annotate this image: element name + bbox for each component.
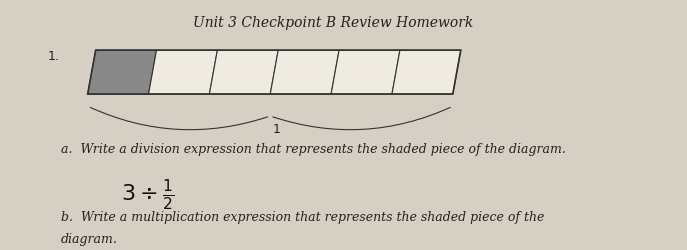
Polygon shape: [331, 50, 400, 94]
Text: 1: 1: [273, 123, 281, 136]
Text: a.  Write a division expression that represents the shaded piece of the diagram.: a. Write a division expression that repr…: [61, 143, 566, 156]
Text: $3 \div \frac{1}{2}$: $3 \div \frac{1}{2}$: [121, 177, 174, 212]
Text: Unit 3 Checkpoint B Review Homework: Unit 3 Checkpoint B Review Homework: [193, 16, 473, 30]
Polygon shape: [148, 50, 217, 94]
Text: 1.: 1.: [48, 50, 60, 63]
Polygon shape: [392, 50, 461, 94]
Polygon shape: [270, 50, 339, 94]
Polygon shape: [88, 50, 157, 94]
Polygon shape: [210, 50, 278, 94]
Text: b.  Write a multiplication expression that represents the shaded piece of the: b. Write a multiplication expression tha…: [61, 211, 545, 224]
Text: diagram.: diagram.: [61, 233, 118, 246]
